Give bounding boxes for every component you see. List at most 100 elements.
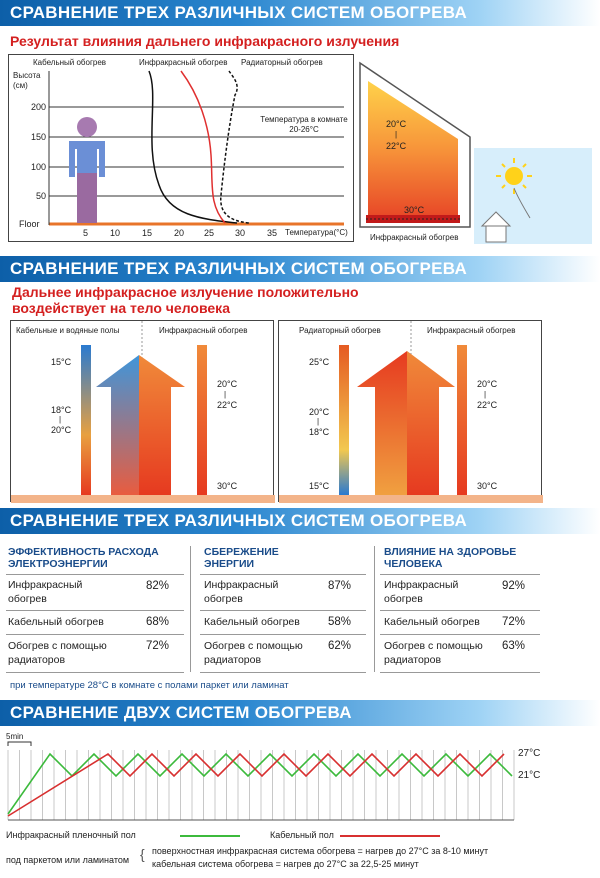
infrared-label-right: Инфракрасный обогрев bbox=[427, 326, 516, 335]
col3-row1-l2: обогрев bbox=[384, 593, 423, 605]
section3-banner: СРАВНЕНИЕ ТРЕХ РАЗЛИЧНЫХ СИСТЕМ ОБОГРЕВА bbox=[0, 508, 600, 534]
radiator-gradient-bar bbox=[339, 345, 349, 495]
room-temp-floor: 30°C bbox=[404, 205, 425, 215]
infrared-room-illustration: 20°C | 22°C 30°C Инфракрасный обогрев bbox=[358, 55, 473, 245]
right-t-sep: | bbox=[317, 417, 320, 426]
legend-infrared-l2: под паркетом или ламинатом bbox=[6, 855, 130, 865]
col2-header-l1: СБЕРЕЖЕНИЕ bbox=[204, 546, 279, 558]
left-t-18: 18°C bbox=[51, 405, 72, 415]
x-axis-label: Температура(°C) bbox=[285, 228, 348, 237]
section2-subtitle-line1: Дальнее инфракрасное излучение положител… bbox=[12, 284, 359, 300]
col2-row3-l1: Обогрев с помощью bbox=[204, 640, 303, 652]
col2-row3-value: 62% bbox=[328, 640, 352, 652]
cable-floor-gradient-bar bbox=[81, 345, 91, 495]
x-tick-25: 25 bbox=[204, 228, 215, 238]
col3-header-l2: ЧЕЛОВЕКА bbox=[384, 558, 443, 570]
x-tick-35: 35 bbox=[267, 228, 278, 238]
y-tick-150: 150 bbox=[31, 132, 47, 142]
col1-row2-l1: Кабельный обогрев bbox=[8, 616, 104, 628]
col2-row2-value: 58% bbox=[328, 616, 352, 628]
person-figure bbox=[69, 117, 105, 223]
col3-row1-value: 92% bbox=[502, 580, 526, 592]
col3-row3-l1: Обогрев с помощью bbox=[384, 640, 483, 652]
col1-row1-l1: Инфракрасный bbox=[8, 579, 83, 591]
radiator-curve bbox=[220, 70, 250, 224]
section1-banner: СРАВНЕНИЕ ТРЕХ РАЗЛИЧНЫХ СИСТЕМ ОБОГРЕВА bbox=[0, 0, 600, 26]
level-27: 27°C bbox=[518, 748, 541, 759]
x-tick-15: 15 bbox=[142, 228, 153, 238]
right-t-15: 15°C bbox=[309, 481, 330, 491]
interval-bracket bbox=[7, 741, 32, 746]
temperature-height-graph: Кабельный обогрев Инфракрасный обогрев Р… bbox=[8, 54, 354, 242]
x-tick-5: 5 bbox=[83, 228, 89, 238]
right-t-18: 18°C bbox=[309, 427, 330, 437]
y-tick-50: 50 bbox=[36, 191, 47, 201]
x-tick-10: 10 bbox=[110, 228, 121, 238]
radiator-curve-label: Радиаторный обогрев bbox=[241, 58, 323, 67]
col2-header-l2: ЭНЕРГИИ bbox=[204, 558, 255, 570]
col3-row3-l2: радиаторов bbox=[384, 654, 442, 666]
sun-icon bbox=[505, 167, 523, 185]
section1-title: СРАВНЕНИЕ ТРЕХ РАЗЛИЧНЫХ СИСТЕМ ОБОГРЕВА bbox=[10, 3, 468, 22]
cable-water-label: Кабельные и водяные полы bbox=[16, 326, 120, 335]
left-ir-sep: | bbox=[224, 390, 227, 399]
infrared-gradient-bar-right bbox=[457, 345, 467, 495]
radiator-label: Радиаторный обогрев bbox=[299, 326, 381, 335]
legend-infrared-l1: Инфракрасный пленочный пол bbox=[6, 830, 136, 840]
room-temp-mid: 22°C bbox=[386, 141, 407, 151]
section3-title: СРАВНЕНИЕ ТРЕХ РАЗЛИЧНЫХ СИСТЕМ ОБОГРЕВА bbox=[10, 511, 468, 530]
right-ir-sep: | bbox=[484, 390, 487, 399]
infrared-label-left: Инфракрасный обогрев bbox=[159, 326, 248, 335]
level-21: 21°C bbox=[518, 770, 541, 781]
col1-row2-value: 68% bbox=[146, 616, 170, 628]
col1-header-l2: ЭЛЕКТРОЭНЕРГИИ bbox=[8, 558, 108, 570]
radiator-vs-infrared-panel: Радиаторный обогрев Инфракрасный обогрев… bbox=[278, 320, 543, 503]
left-t-sep: | bbox=[59, 415, 62, 424]
table-footnote: при температуре 28°C в комнате с полами … bbox=[10, 680, 289, 691]
section4-title: СРАВНЕНИЕ ДВУХ СИСТЕМ ОБОГРЕВА bbox=[10, 703, 352, 722]
left-ir-t-30: 30°C bbox=[217, 481, 238, 491]
col2-row1-l2: обогрев bbox=[204, 593, 243, 605]
col1-row1-value: 82% bbox=[146, 580, 170, 592]
right-ir-t-30: 30°C bbox=[477, 481, 498, 491]
col2-row2-l1: Кабельный обогрев bbox=[204, 616, 300, 628]
col1-row3-l2: радиаторов bbox=[8, 654, 66, 666]
note-infrared: поверхностная инфракрасная система обогр… bbox=[152, 846, 489, 856]
col3-row1-l1: Инфракрасный bbox=[384, 579, 459, 591]
col3-row3-value: 63% bbox=[502, 640, 526, 652]
right-t-20: 20°C bbox=[309, 407, 330, 417]
col3-row2-l1: Кабельный обогрев bbox=[384, 616, 480, 628]
left-t-15: 15°C bbox=[51, 357, 72, 367]
col2-row1-value: 87% bbox=[328, 580, 352, 592]
room-caption: Инфракрасный обогрев bbox=[370, 233, 459, 242]
col1-header-l1: ЭФФЕКТИВНОСТЬ РАСХОДА bbox=[8, 546, 159, 558]
legend-infrared-line bbox=[180, 835, 240, 837]
cable-curve-label: Кабельный обогрев bbox=[33, 58, 107, 67]
left-ir-t-22: 22°C bbox=[217, 400, 238, 410]
cable-curve bbox=[148, 70, 238, 224]
y-tick-200: 200 bbox=[31, 102, 47, 112]
section4-banner: СРАВНЕНИЕ ДВУХ СИСТЕМ ОБОГРЕВА bbox=[0, 700, 600, 726]
col2-row1-l1: Инфракрасный bbox=[204, 579, 279, 591]
section2-banner: СРАВНЕНИЕ ТРЕХ РАЗЛИЧНЫХ СИСТЕМ ОБОГРЕВА bbox=[0, 256, 600, 282]
col1-row3-l1: Обогрев с помощью bbox=[8, 640, 107, 652]
outside-scene bbox=[474, 148, 592, 244]
room-temp-sep: | bbox=[395, 130, 398, 139]
right-ir-t-20: 20°C bbox=[477, 379, 498, 389]
section1-subtitle: Результат влияния дальнего инфракрасного… bbox=[10, 33, 400, 49]
right-t-25: 25°C bbox=[309, 357, 330, 367]
infrared-curve bbox=[180, 70, 226, 224]
col3-row2-value: 72% bbox=[502, 616, 526, 628]
x-tick-20: 20 bbox=[174, 228, 185, 238]
col3-header-l1: ВЛИЯНИЕ НА ЗДОРОВЬЕ bbox=[384, 546, 517, 558]
room-temp-top: 20°C bbox=[386, 119, 407, 129]
cable-vs-infrared-panel: Кабельные и водяные полы Инфракрасный об… bbox=[10, 320, 275, 503]
heating-time-chart bbox=[4, 732, 524, 822]
interval-label: 5min bbox=[6, 732, 24, 741]
note-cable: кабельная система обогрева = нагрев до 2… bbox=[152, 859, 419, 869]
section2-subtitle-line2: воздействует на тело человека bbox=[12, 300, 230, 316]
cable-line bbox=[7, 752, 505, 817]
infrared-curve-label: Инфракрасный обогрев bbox=[139, 58, 228, 67]
legend-cable: Кабельный пол bbox=[270, 830, 334, 840]
infrared-gradient-bar bbox=[197, 345, 207, 495]
